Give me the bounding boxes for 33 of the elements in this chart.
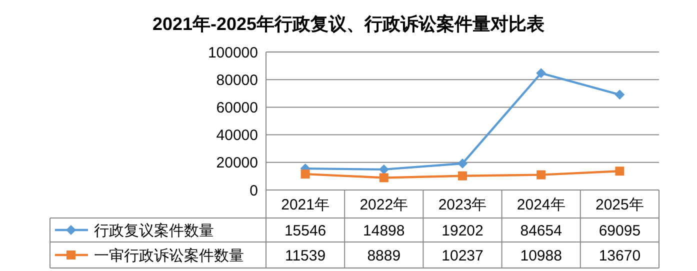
data-label: 8889 [367, 247, 401, 264]
legend-label: 一审行政诉讼案件数量 [94, 247, 244, 264]
data-label: 13670 [598, 247, 641, 264]
chart-title: 2021年-2025年行政复议、行政诉讼案件量对比表 [152, 14, 545, 34]
point [536, 68, 546, 78]
y-tick-label: 0 [250, 182, 258, 200]
point [379, 173, 388, 182]
point [615, 166, 624, 176]
point [536, 170, 546, 180]
legend-label: 行政复议案件数量 [94, 222, 214, 240]
data-label: 69095 [598, 222, 641, 240]
data-label: 10237 [442, 247, 484, 264]
point [458, 158, 468, 168]
point [614, 90, 625, 100]
x-tick-label: 2021年 [281, 196, 330, 214]
x-tick-label: 2022年 [360, 196, 408, 214]
y-tick-label: 100000 [208, 44, 258, 62]
y-tick-label: 40000 [216, 127, 258, 144]
y-tick-label: 20000 [216, 154, 258, 172]
point [458, 171, 467, 180]
data-label: 15546 [284, 222, 326, 240]
x-tick-label: 2024年 [516, 196, 566, 214]
point [300, 170, 310, 179]
x-tick-label: 2025年 [596, 196, 644, 214]
x-tick-label: 2023年 [438, 196, 487, 214]
y-tick-label: 80000 [216, 72, 258, 89]
data-label: 10988 [520, 247, 562, 264]
data-label: 14898 [363, 222, 405, 240]
y-tick-label: 60000 [216, 99, 258, 116]
point [378, 164, 389, 174]
data-label: 11539 [284, 247, 326, 264]
data-label: 84654 [520, 222, 562, 240]
data-label: 19202 [442, 222, 484, 240]
